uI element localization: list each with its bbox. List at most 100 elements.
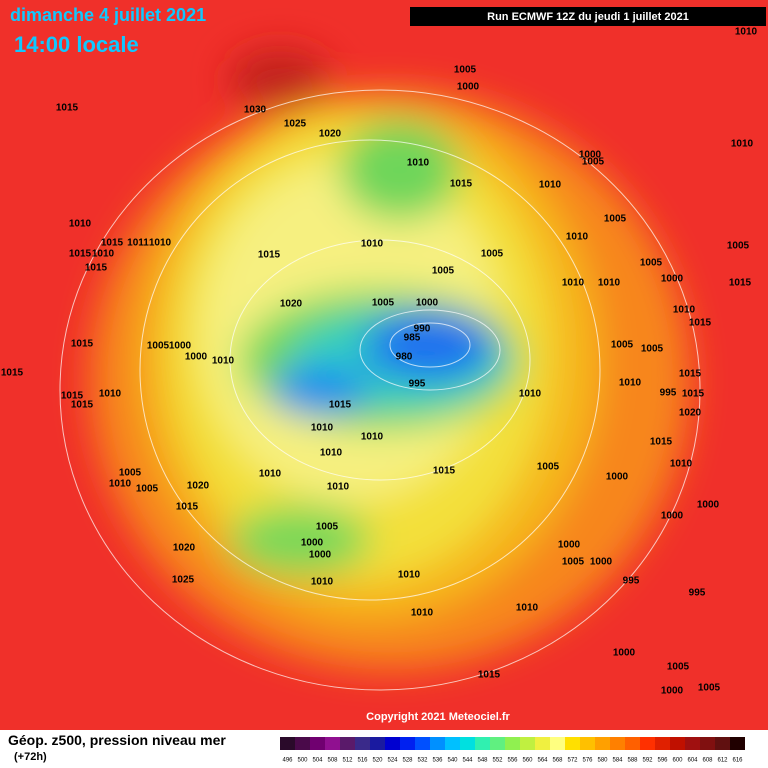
isobar-label: 1010 <box>519 389 542 400</box>
isobar-label: 1015 <box>101 238 124 249</box>
isobar-label: 1020 <box>187 481 210 492</box>
legend-label: 496 <box>282 758 293 764</box>
isobar-label: 1010 <box>361 239 384 250</box>
isobar-label: 1015 <box>329 400 352 411</box>
footer-title: Géop. z500, pression niveau mer <box>8 732 226 748</box>
legend-swatch <box>325 737 340 750</box>
isobar-label: 1010 <box>92 249 115 260</box>
isobar-label: 1015 <box>69 249 92 260</box>
legend-label: 576 <box>582 758 593 764</box>
legend-label: 592 <box>642 758 653 764</box>
isobar-label: 1010 <box>149 238 172 249</box>
legend-swatch <box>580 737 595 750</box>
legend-label: 596 <box>657 758 668 764</box>
legend-label: 524 <box>387 758 398 764</box>
legend-swatch <box>565 737 580 750</box>
legend-swatch <box>640 737 655 750</box>
isobar-label: 1005 <box>119 468 142 479</box>
isobar-label: 1005 <box>562 557 585 568</box>
isobar-label: 1000 <box>309 550 332 561</box>
legend-swatch <box>295 737 310 750</box>
isobar-label: 1010 <box>735 27 758 38</box>
legend-swatch <box>610 737 625 750</box>
date: dimanche 4 juillet 2021 <box>10 5 206 25</box>
legend-label: 600 <box>672 758 683 764</box>
legend-swatch <box>505 737 520 750</box>
isobar-label: 1005 <box>136 484 159 495</box>
legend-label: 580 <box>597 758 608 764</box>
isobar-label: 1010 <box>109 479 132 490</box>
legend-swatch <box>535 737 550 750</box>
isobar-label: 1000 <box>590 557 613 568</box>
isobar-label: 1000 <box>697 500 720 511</box>
isobar-label: 1011 <box>127 238 149 249</box>
legend-label: 516 <box>357 758 368 764</box>
isobar-label: 1015 <box>61 391 84 402</box>
isobar-label: 1005 <box>454 65 477 76</box>
isobar-label: 1005 <box>611 340 634 351</box>
legend-swatch <box>670 737 685 750</box>
legend-swatch <box>430 737 445 750</box>
legend-swatch <box>415 737 430 750</box>
legend-label: 564 <box>537 758 548 764</box>
isobar-label: 1015 <box>176 502 199 513</box>
isobar-label: 1010 <box>69 219 92 230</box>
isobar-label: 1005 <box>481 249 504 260</box>
isobar-label: 980 <box>396 352 413 363</box>
isobar-label: 1000 <box>661 511 684 522</box>
legend-swatch <box>730 737 745 750</box>
isobar-label: 1000 <box>416 298 439 309</box>
isobar-label: 995 <box>409 379 426 390</box>
legend-label: 556 <box>507 758 518 764</box>
run-info: Run ECMWF 12Z du jeudi 1 juillet 2021 <box>487 11 689 23</box>
legend-swatch <box>475 737 490 750</box>
legend-label: 616 <box>732 758 743 764</box>
legend-label: 512 <box>342 758 353 764</box>
isobar-label: 1000 <box>558 540 581 551</box>
legend-label: 520 <box>372 758 383 764</box>
isobar-label: 1030 <box>244 105 267 116</box>
isobar-label: 1015 <box>478 670 501 681</box>
isobar-label: 1020 <box>679 408 702 419</box>
isobar-label: 1005 <box>372 298 395 309</box>
isobar-label: 1005 <box>640 258 663 269</box>
legend-swatch <box>340 737 355 750</box>
isobar-label: 1000 <box>613 648 636 659</box>
isobar-label: 1005 <box>147 341 170 352</box>
isobar-label: 1010 <box>398 570 421 581</box>
isobar-label: 1000 <box>457 82 480 93</box>
isobar-label: 1000 <box>579 150 602 161</box>
isobar-label: 1015 <box>71 400 94 411</box>
isobar-label: 1010 <box>212 356 235 367</box>
isobar-label: 1010 <box>731 139 754 150</box>
isobar-label: 1015 <box>258 250 281 261</box>
isobar-label: 1010 <box>99 389 122 400</box>
legend-label: 588 <box>627 758 638 764</box>
legend-swatch <box>685 737 700 750</box>
geopotential-field <box>0 0 768 730</box>
legend-swatch <box>625 737 640 750</box>
isobar-label: 1000 <box>169 341 192 352</box>
legend-label: 568 <box>552 758 563 764</box>
legend-swatch <box>715 737 730 750</box>
isobar-label: 1015 <box>85 263 108 274</box>
legend-label: 532 <box>417 758 428 764</box>
isobar-label: 1005 <box>432 266 455 277</box>
isobar-label: 1000 <box>661 686 684 697</box>
isobar-label: 1005 <box>316 522 339 533</box>
isobar-label: 1005 <box>698 683 721 694</box>
isobar-label: 1010 <box>539 180 562 191</box>
isobar-label: 995 <box>689 588 706 599</box>
legend: 496 500 504 508 512 516 520 524 528 532 536 540 544 5… <box>280 737 745 764</box>
isobar-label: 1015 <box>650 437 673 448</box>
legend-swatch <box>700 737 715 750</box>
isobar-label: 1010 <box>361 432 384 443</box>
legend-swatch <box>385 737 400 750</box>
legend-swatch <box>520 737 535 750</box>
isobar-label: 995 <box>660 388 677 399</box>
isobar-label: 1010 <box>407 158 430 169</box>
legend-label: 504 <box>312 758 323 764</box>
isobar-label: 1010 <box>516 603 539 614</box>
isobar-label: 990 <box>414 324 431 335</box>
legend-label: 500 <box>297 758 308 764</box>
